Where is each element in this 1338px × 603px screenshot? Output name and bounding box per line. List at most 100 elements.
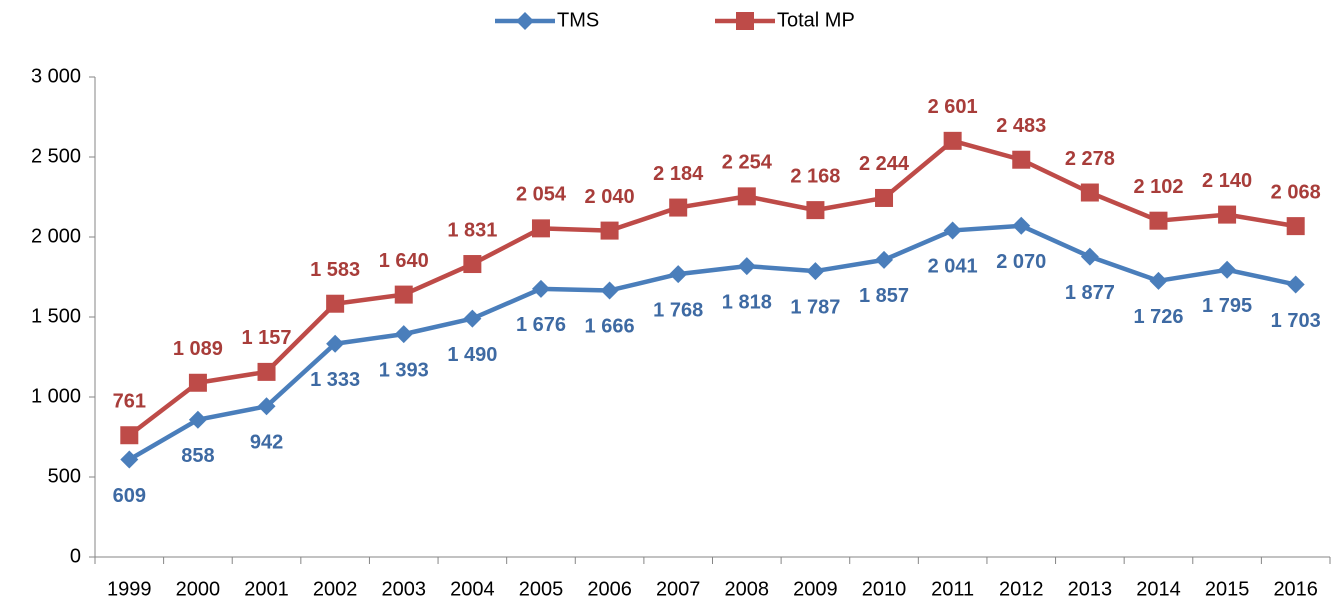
x-tick-label: 2011: [931, 578, 974, 600]
data-label: 1 795: [1202, 295, 1252, 317]
data-point: [1080, 247, 1099, 266]
data-label: 2 254: [722, 152, 773, 174]
y-tick-label: 2 000: [31, 225, 81, 247]
x-tick-label: 2007: [656, 578, 701, 600]
x-tick-label: 2005: [519, 578, 564, 600]
data-label: 1 640: [379, 250, 429, 272]
data-label: 2 601: [928, 96, 978, 118]
data-label: 1 857: [859, 285, 909, 307]
x-tick-label: 2008: [725, 578, 770, 600]
x-tick-label: 2016: [1273, 578, 1318, 600]
data-label: 2 040: [585, 186, 635, 208]
data-point: [1012, 150, 1031, 169]
data-label: 761: [113, 391, 146, 413]
data-point: [1149, 271, 1168, 290]
data-label: 2 068: [1271, 181, 1321, 203]
data-point: [257, 362, 276, 381]
data-point: [875, 188, 894, 207]
legend-marker: [736, 12, 754, 30]
data-label: 858: [181, 445, 214, 467]
data-point: [600, 221, 619, 240]
data-point: [394, 325, 413, 344]
data-point: [943, 131, 962, 150]
data-point: [737, 257, 756, 276]
data-point: [669, 198, 688, 217]
legend-label: Total MP: [777, 9, 855, 31]
x-tick-label: 2010: [862, 578, 907, 600]
data-label: 1 666: [585, 316, 635, 338]
data-label: 2 070: [996, 251, 1046, 273]
data-point: [1149, 211, 1168, 230]
y-tick-label: 2 500: [31, 145, 81, 167]
legend-marker: [516, 12, 534, 30]
data-label: 1 768: [653, 299, 703, 321]
x-tick-label: 2002: [313, 578, 358, 600]
data-point: [463, 309, 482, 328]
data-label: 2 041: [928, 256, 978, 278]
data-point: [120, 426, 139, 445]
data-label: 1 703: [1271, 310, 1321, 332]
data-point: [1218, 260, 1237, 279]
data-point: [806, 262, 825, 281]
x-tick-label: 2009: [793, 578, 838, 600]
data-label: 1 726: [1133, 306, 1183, 328]
x-tick-label: 2006: [587, 578, 632, 600]
data-point: [737, 187, 756, 206]
data-point: [120, 450, 139, 469]
data-label: 1 583: [310, 259, 360, 281]
x-tick-label: 2004: [450, 578, 495, 600]
data-point: [463, 255, 482, 274]
data-label: 2 140: [1202, 170, 1252, 192]
data-label: 2 278: [1065, 148, 1115, 170]
x-tick-label: 2013: [1068, 578, 1113, 600]
data-point: [326, 334, 345, 353]
data-point: [257, 397, 276, 416]
data-point: [1218, 205, 1237, 224]
data-point: [875, 250, 894, 269]
data-point: [1286, 275, 1305, 294]
data-label: 942: [250, 432, 283, 454]
data-point: [1080, 183, 1099, 202]
y-tick-label: 500: [48, 465, 81, 487]
data-point: [394, 285, 413, 304]
data-label: 2 483: [996, 115, 1046, 137]
data-label: 2 102: [1133, 176, 1183, 198]
series-line: [128, 223, 1297, 462]
data-point: [669, 265, 688, 284]
y-tick-label: 1 000: [31, 385, 81, 407]
data-label: 1 089: [173, 338, 223, 360]
y-tick-label: 1 500: [31, 305, 81, 327]
data-label: 1 831: [447, 219, 497, 241]
x-tick-label: 2015: [1205, 578, 1250, 600]
x-tick-label: 2012: [999, 578, 1044, 600]
data-point: [326, 294, 345, 313]
data-point: [1012, 216, 1031, 235]
data-label: 1 877: [1065, 282, 1115, 304]
data-label: 1 787: [790, 296, 840, 318]
data-label: 2 184: [653, 163, 704, 185]
data-label: 2 244: [859, 153, 910, 175]
data-point: [1286, 217, 1305, 236]
data-label: 609: [113, 485, 146, 507]
data-label: 1 393: [379, 359, 429, 381]
data-point: [188, 410, 207, 429]
data-label: 1 676: [516, 314, 566, 336]
x-tick-label: 2014: [1136, 578, 1181, 600]
data-label: 1 818: [722, 291, 772, 313]
data-point: [600, 281, 619, 300]
data-point: [531, 219, 550, 238]
x-tick-label: 2001: [244, 578, 289, 600]
data-point: [806, 201, 825, 220]
data-label: 1 157: [241, 327, 291, 349]
data-label: 1 490: [447, 344, 497, 366]
y-tick-label: 0: [70, 545, 81, 567]
data-label: 2 054: [516, 184, 567, 206]
x-tick-label: 2003: [382, 578, 427, 600]
data-point: [188, 373, 207, 392]
data-label: 1 333: [310, 369, 360, 391]
data-point: [943, 221, 962, 240]
data-point: [531, 279, 550, 298]
data-label: 2 168: [790, 165, 840, 187]
x-tick-label: 1999: [107, 578, 152, 600]
